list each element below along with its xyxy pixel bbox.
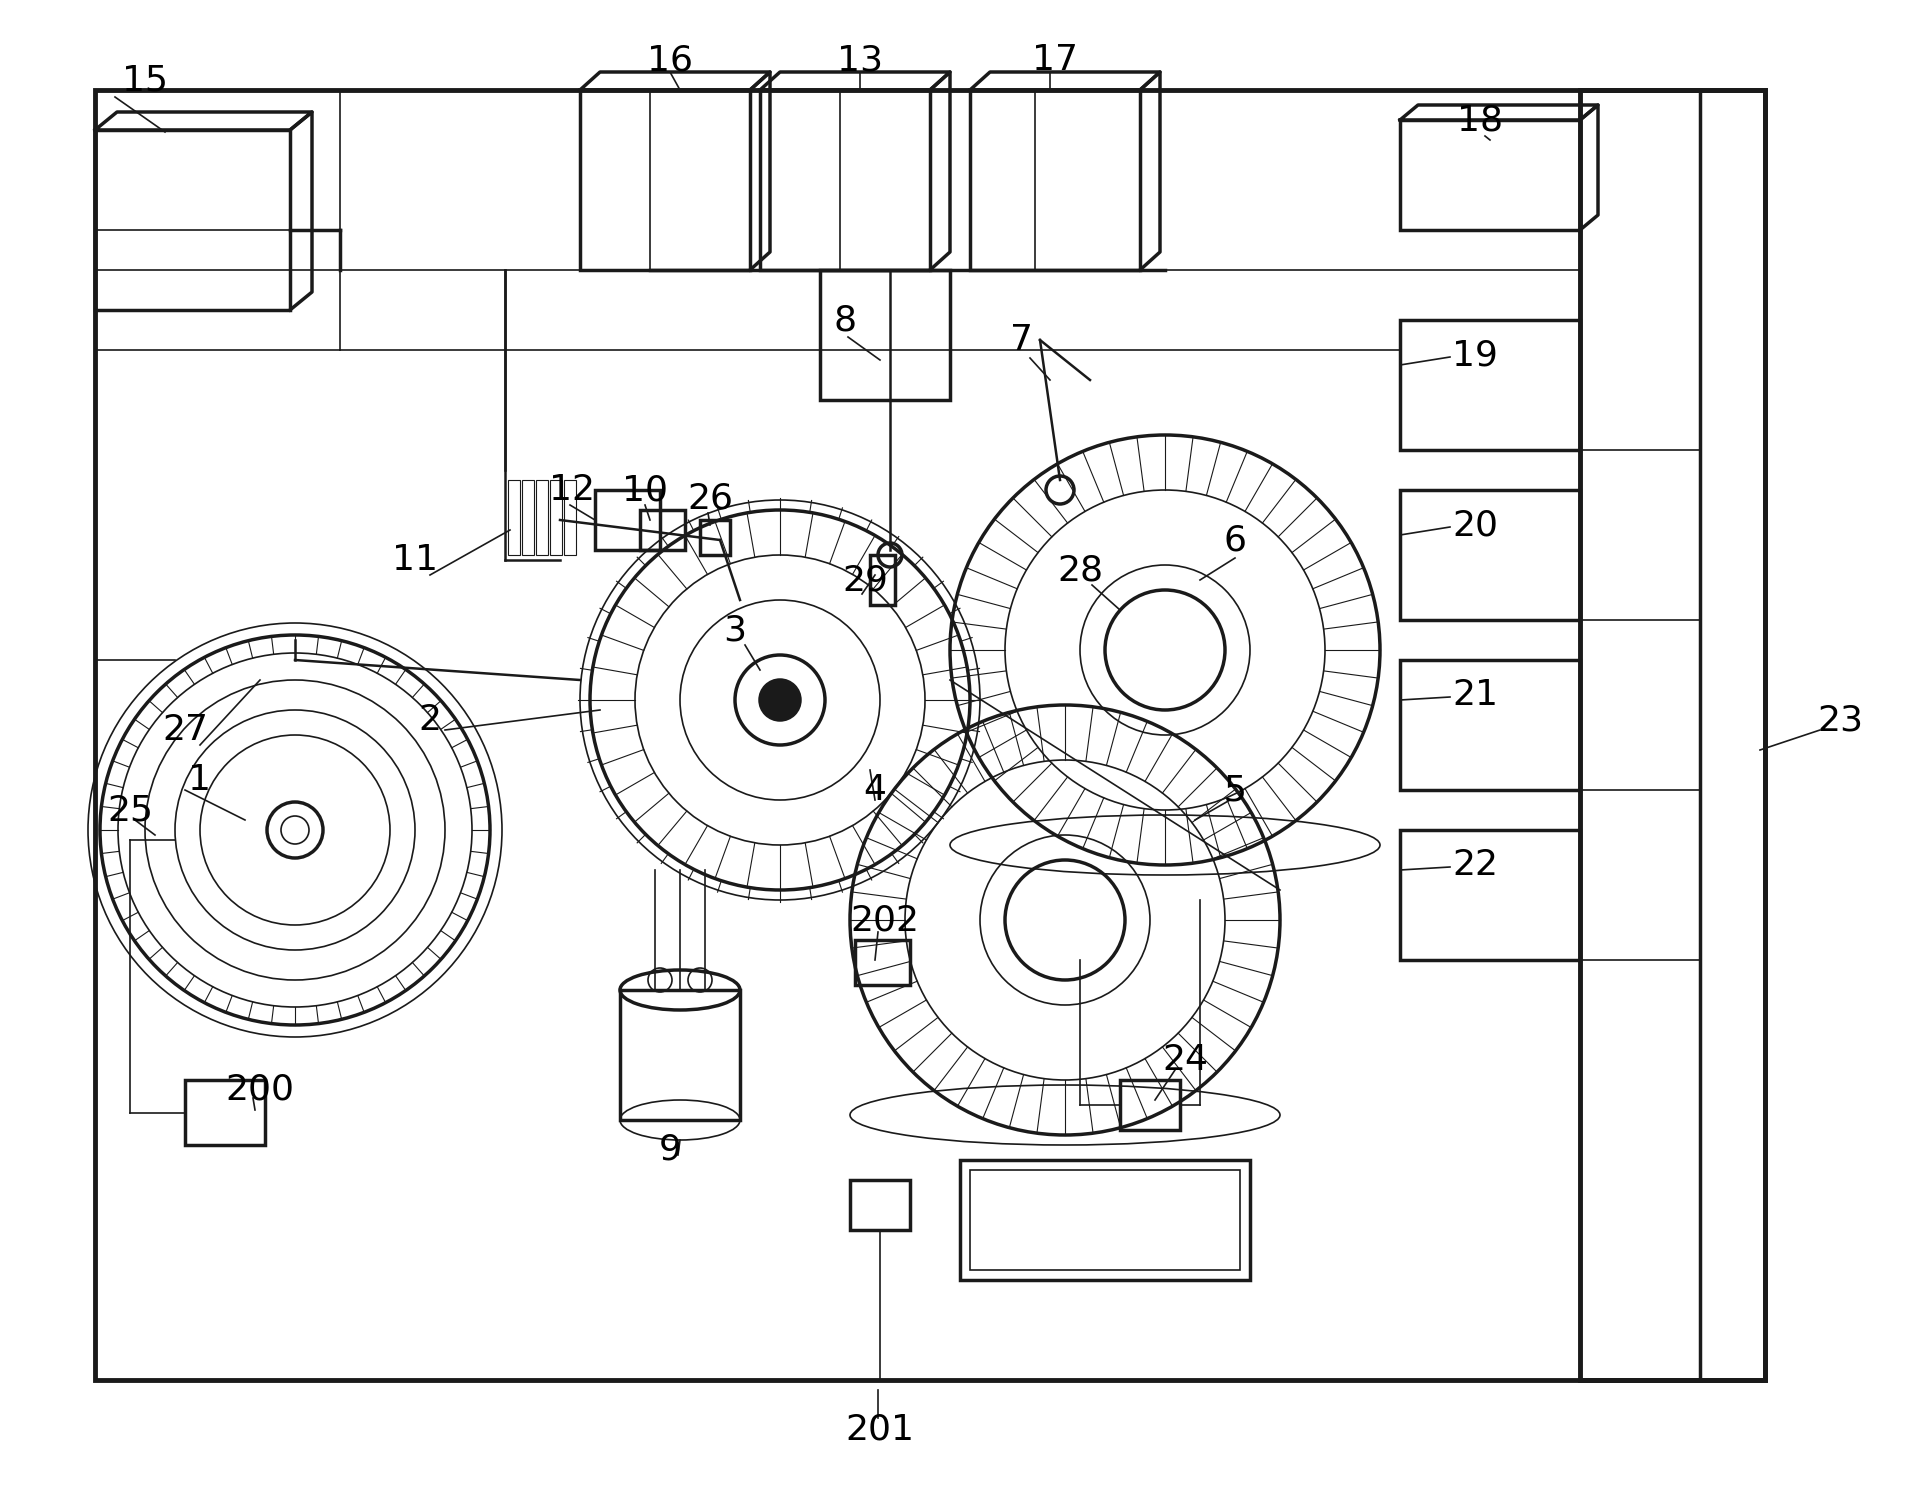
Bar bbox=[969, 90, 1140, 269]
Bar bbox=[850, 1180, 910, 1230]
Bar bbox=[700, 521, 729, 555]
Bar bbox=[1400, 660, 1579, 790]
Text: 5: 5 bbox=[1223, 773, 1246, 806]
Bar bbox=[819, 269, 950, 399]
Text: 8: 8 bbox=[833, 304, 856, 337]
Text: 7: 7 bbox=[1010, 323, 1033, 358]
Bar bbox=[1400, 491, 1579, 619]
Text: 16: 16 bbox=[646, 43, 692, 76]
Bar bbox=[1400, 320, 1579, 450]
Text: 26: 26 bbox=[687, 482, 733, 515]
Bar bbox=[1400, 120, 1579, 230]
Text: 22: 22 bbox=[1452, 848, 1498, 883]
Bar bbox=[619, 990, 740, 1121]
Bar bbox=[960, 1159, 1250, 1281]
Text: 18: 18 bbox=[1456, 103, 1502, 138]
Text: 27: 27 bbox=[162, 714, 208, 747]
Text: 200: 200 bbox=[225, 1073, 294, 1107]
Text: 1: 1 bbox=[188, 763, 212, 797]
Bar bbox=[563, 480, 575, 555]
Text: 21: 21 bbox=[1452, 678, 1498, 712]
Text: 17: 17 bbox=[1031, 43, 1077, 76]
Bar bbox=[185, 1080, 265, 1144]
Bar bbox=[94, 130, 290, 310]
Bar bbox=[594, 491, 660, 551]
Text: 23: 23 bbox=[1815, 703, 1861, 738]
Bar bbox=[1579, 90, 1763, 1379]
Text: 20: 20 bbox=[1452, 509, 1498, 542]
Bar bbox=[508, 480, 519, 555]
Text: 25: 25 bbox=[108, 793, 154, 827]
Text: 28: 28 bbox=[1056, 554, 1102, 586]
Bar bbox=[579, 90, 750, 269]
Text: 24: 24 bbox=[1161, 1043, 1208, 1077]
Bar bbox=[550, 480, 562, 555]
Bar bbox=[1400, 830, 1579, 960]
Text: 202: 202 bbox=[850, 904, 919, 936]
Text: 3: 3 bbox=[723, 613, 746, 646]
Text: 10: 10 bbox=[621, 473, 667, 507]
Circle shape bbox=[760, 681, 800, 720]
Text: 6: 6 bbox=[1223, 524, 1246, 557]
Text: 29: 29 bbox=[842, 562, 888, 597]
Bar bbox=[1579, 90, 1700, 1379]
Bar bbox=[94, 90, 1763, 1379]
Text: 4: 4 bbox=[863, 773, 887, 806]
Text: 11: 11 bbox=[392, 543, 438, 577]
Text: 19: 19 bbox=[1452, 338, 1498, 373]
Text: 2: 2 bbox=[419, 703, 440, 738]
Bar bbox=[537, 480, 548, 555]
Text: 13: 13 bbox=[837, 43, 883, 76]
Text: 15: 15 bbox=[121, 63, 167, 97]
Text: 201: 201 bbox=[844, 1414, 913, 1447]
Text: 12: 12 bbox=[548, 473, 594, 507]
Bar bbox=[760, 90, 929, 269]
Bar bbox=[869, 555, 894, 604]
Bar bbox=[640, 510, 685, 551]
Bar bbox=[521, 480, 535, 555]
Bar bbox=[969, 1170, 1238, 1270]
Bar bbox=[854, 939, 910, 984]
Text: 9: 9 bbox=[658, 1132, 681, 1167]
Bar bbox=[1119, 1080, 1179, 1129]
